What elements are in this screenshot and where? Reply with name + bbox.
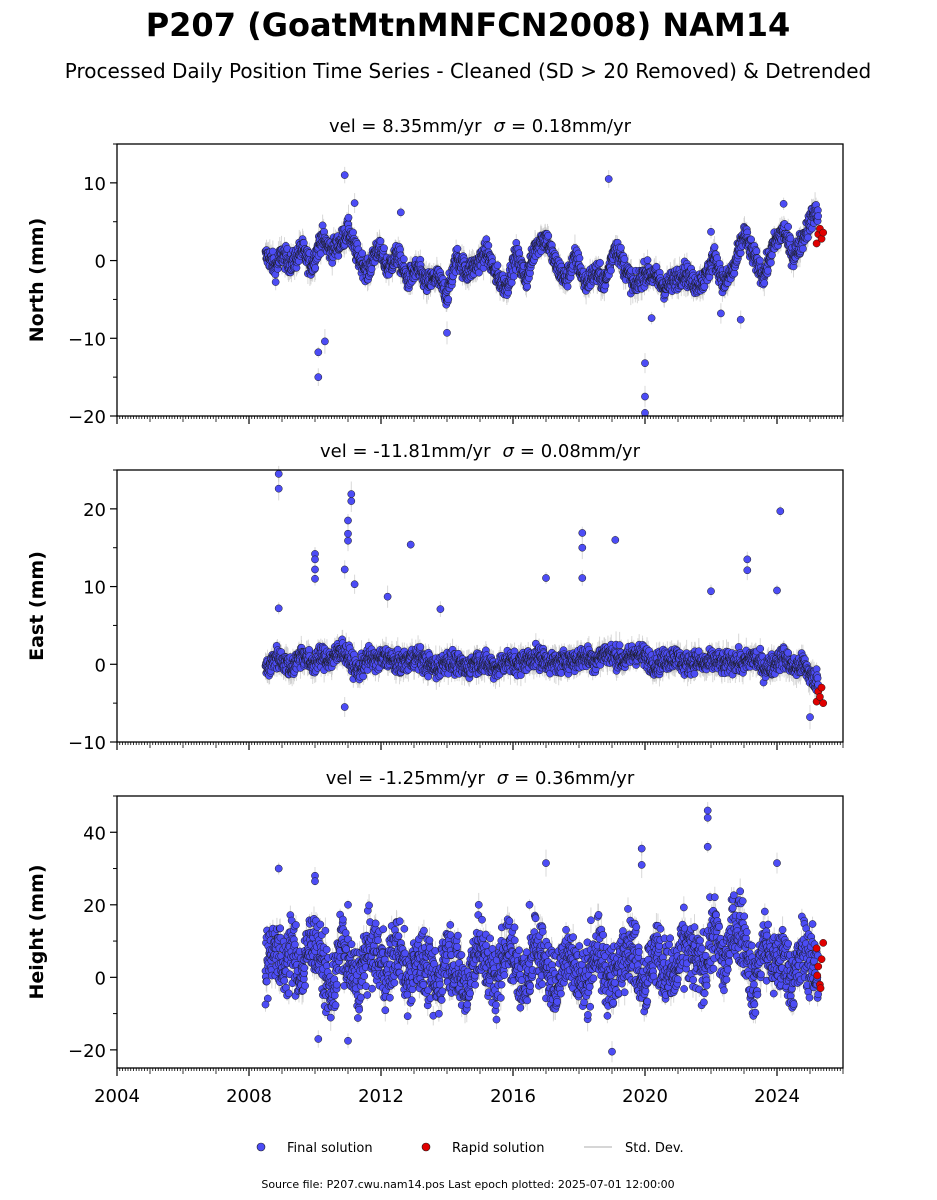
final-point — [767, 258, 775, 267]
final-point — [314, 373, 323, 381]
final-point — [799, 244, 807, 253]
final-solution-series — [261, 171, 822, 417]
final-point — [509, 272, 518, 281]
panel-north: vel = 8.35mm/yr σ = 0.18mm/yr North (mm) 1… — [26, 116, 844, 428]
final-point — [367, 265, 376, 273]
final-point — [444, 295, 453, 304]
chart-title: P207 (GoatMtnMNFCN2008) NAM14 — [146, 6, 791, 44]
final-point — [380, 244, 388, 253]
final-point — [604, 175, 613, 183]
panel-title-north: vel = 8.35mm/yr σ = 0.18mm/yr — [329, 116, 632, 137]
std-dev-lines — [265, 465, 819, 730]
final-point — [596, 259, 604, 267]
final-point — [493, 261, 502, 270]
plot-area-east: 20 10 0 −10 — [68, 465, 844, 754]
panel-title-east: vel = -11.81mm/yr σ = 0.08mm/yr — [320, 441, 641, 462]
final-point — [399, 255, 408, 263]
ylabel-east: East (mm) — [26, 551, 48, 661]
final-point — [350, 199, 359, 207]
final-point — [707, 227, 715, 236]
final-point — [643, 256, 652, 264]
final-point — [563, 282, 572, 291]
final-point — [760, 279, 769, 287]
final-point — [814, 212, 822, 221]
final-point — [349, 228, 357, 237]
final-point — [647, 314, 656, 322]
final-point — [784, 222, 793, 231]
y-tick-label: −10 — [68, 329, 106, 350]
y-tick-label: 10 — [83, 174, 106, 195]
final-point — [271, 278, 280, 286]
y-tick-label: 10 — [83, 578, 106, 599]
ylabel-north: North (mm) — [26, 218, 48, 343]
final-point — [575, 254, 584, 263]
final-point — [453, 244, 462, 253]
final-point — [321, 337, 329, 346]
final-point — [752, 247, 761, 256]
final-point — [344, 213, 353, 222]
final-point — [484, 241, 493, 250]
final-point — [779, 199, 788, 208]
y-tick-label: −10 — [68, 733, 106, 754]
final-point — [747, 235, 755, 244]
panel-sigma-north: = 0.18mm/yr — [511, 116, 632, 137]
final-point — [340, 171, 349, 179]
final-point — [641, 359, 649, 368]
panel-vel-north: vel = 8.35mm/yr — [329, 116, 482, 137]
final-point — [443, 328, 451, 337]
final-point — [617, 243, 625, 252]
final-point — [736, 315, 745, 324]
final-point — [710, 243, 719, 251]
panel-vel-east: vel = -11.81mm/yr — [320, 441, 491, 462]
final-point — [544, 231, 553, 240]
final-point — [620, 255, 629, 263]
final-point — [756, 256, 764, 265]
plot-area-north: 10 0 −10 −20 — [68, 143, 844, 428]
final-point — [717, 309, 725, 318]
final-point — [700, 282, 709, 291]
final-point — [607, 266, 615, 275]
final-point — [376, 237, 385, 246]
final-point — [641, 392, 649, 401]
y-tick-label: 20 — [83, 500, 106, 521]
std-dev-lines — [265, 166, 819, 418]
chart-subtitle: Processed Daily Position Time Series - C… — [65, 59, 871, 83]
final-point — [311, 264, 320, 272]
final-point — [318, 221, 327, 230]
final-point — [314, 348, 323, 357]
y-tick-label: −20 — [68, 407, 106, 428]
panel-sigma-east: = 0.08mm/yr — [520, 441, 641, 462]
panel-east: vel = -11.81mm/yr σ = 0.08mm/yr East (mm) … — [26, 441, 844, 754]
final-point — [396, 208, 405, 217]
y-tick-label: 0 — [95, 252, 106, 273]
final-point — [804, 233, 812, 242]
final-point — [358, 249, 367, 258]
y-tick-label: 0 — [95, 655, 106, 676]
rapid-point — [819, 228, 828, 237]
final-point — [764, 266, 772, 275]
final-point — [786, 234, 795, 243]
